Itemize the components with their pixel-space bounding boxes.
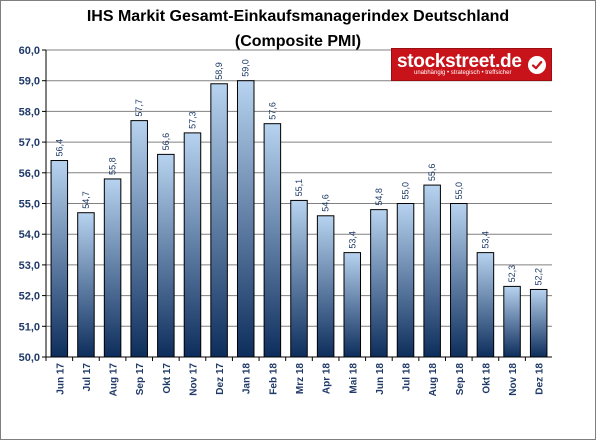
- x-tick-label: Sep 17: [135, 363, 146, 396]
- x-tick-label: Mrz 18: [295, 363, 306, 395]
- y-tick-label: 50,0: [19, 352, 40, 364]
- bar: [450, 203, 468, 358]
- bar: [103, 178, 122, 358]
- y-tick-label: 59,0: [19, 76, 40, 88]
- y-tick-label: 57,0: [19, 137, 40, 149]
- y-tick-label: 56,0: [19, 168, 40, 180]
- y-tick-label: 60,0: [19, 45, 40, 57]
- x-tick-label: Jun 17: [55, 363, 66, 395]
- data-label: 58,9: [214, 62, 224, 80]
- data-label: 57,3: [187, 111, 197, 129]
- bars: [50, 80, 548, 358]
- x-tick-label: Aug 17: [109, 363, 120, 397]
- bar: [476, 252, 495, 358]
- data-label: 57,6: [267, 102, 277, 120]
- x-tick-label: Apr 18: [322, 363, 333, 395]
- x-tick-label: Jul 17: [82, 363, 93, 392]
- bar: [210, 83, 228, 358]
- data-label: 53,4: [480, 231, 490, 249]
- x-tick-label: Aug 18: [428, 363, 439, 397]
- x-tick-label: Nov 17: [188, 363, 199, 396]
- y-tick-label: 54,0: [19, 229, 40, 241]
- bar: [236, 80, 255, 358]
- data-label: 56,6: [161, 133, 171, 151]
- bar: [423, 184, 441, 358]
- data-label: 52,3: [507, 265, 517, 283]
- data-label: 59,0: [241, 59, 251, 77]
- data-label: 56,4: [54, 139, 64, 157]
- x-tick-label: Jan 18: [242, 363, 253, 395]
- data-label: 57,7: [134, 99, 144, 117]
- chart-title-line1: IHS Markit Gesamt-Einkaufsmanagerindex D…: [86, 8, 510, 25]
- x-tick-label: Mai 18: [348, 363, 359, 394]
- bar: [370, 209, 388, 358]
- data-label: 55,0: [454, 182, 464, 200]
- chart-title-line2: (Composite PMI): [234, 33, 362, 50]
- bar: [316, 215, 335, 358]
- x-tick-label: Dez 18: [535, 363, 546, 395]
- x-tick-label: Feb 18: [268, 363, 279, 395]
- bar: [77, 212, 95, 358]
- data-label: 55,6: [427, 164, 437, 182]
- data-label: 55,0: [401, 182, 411, 200]
- logo-name: stockstreet.de: [397, 51, 522, 72]
- bar: [503, 285, 521, 358]
- data-label: 53,4: [347, 231, 357, 249]
- x-tick-label: Okt 17: [162, 363, 173, 394]
- x-tick-label: Jul 18: [402, 363, 413, 392]
- chart-title: IHS Markit Gesamt-Einkaufsmanagerindex D…: [0, 4, 596, 54]
- bar: [529, 288, 548, 358]
- x-tick-label: Okt 18: [481, 363, 492, 394]
- bar: [263, 123, 282, 358]
- data-label: 55,8: [108, 157, 118, 175]
- x-tick-label: Sep 18: [455, 363, 466, 396]
- bar: [396, 203, 415, 358]
- bar: [290, 199, 308, 358]
- y-tick-label: 58,0: [19, 106, 40, 118]
- bar: [157, 153, 175, 358]
- data-label: 55,1: [294, 179, 304, 197]
- stockstreet-logo: stockstreet.de unabhängig • strategisch …: [391, 48, 552, 81]
- logo-tagline: unabhängig • strategisch • treffsicher: [414, 70, 512, 76]
- y-tick-label: 53,0: [19, 260, 40, 272]
- bar: [183, 132, 202, 358]
- bar: [130, 120, 148, 358]
- bar: [343, 252, 362, 358]
- x-tick-label: Nov 18: [508, 363, 519, 396]
- data-label: 52,2: [534, 268, 544, 286]
- data-labels: 56,4 54,7 55,8 57,7 56,6 57,3 58,9 59,0 57,6 55,1…: [54, 59, 543, 285]
- data-label: 54,8: [374, 188, 384, 206]
- axes: 50,0 51,0 52,0 53,0 54,0 55,0 56,0 57,0 58,0 59,0…: [19, 45, 552, 396]
- y-tick-label: 51,0: [19, 321, 40, 333]
- y-tick-label: 52,0: [19, 291, 40, 303]
- bar: [50, 160, 69, 358]
- data-label: 54,7: [81, 191, 91, 209]
- data-label: 54,6: [321, 194, 331, 212]
- y-tick-label: 55,0: [19, 199, 40, 211]
- x-tick-label: Jun 18: [375, 363, 386, 395]
- checkmark-circle-icon: [528, 56, 546, 74]
- x-tick-label: Dez 17: [215, 363, 226, 395]
